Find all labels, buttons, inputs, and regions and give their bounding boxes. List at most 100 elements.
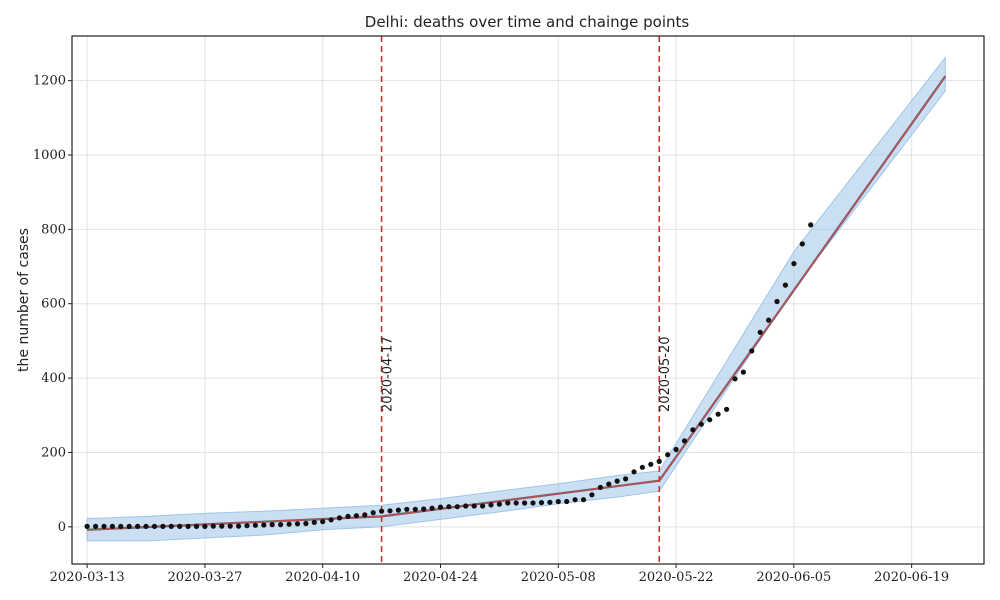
observed-point (135, 523, 141, 530)
changepoints: 2020-04-17 2020-05-20 (381, 36, 673, 564)
observed-point (126, 523, 132, 530)
observed-point (538, 500, 545, 506)
observed-point (572, 497, 578, 503)
changepoint-label: 2020-04-17 (381, 336, 396, 412)
observed-point (631, 469, 637, 475)
observed-point (732, 376, 738, 382)
observed-point (143, 523, 149, 530)
observed-point (320, 519, 326, 525)
observed-point (353, 513, 359, 519)
observed-point (362, 512, 368, 518)
observed-point (387, 508, 393, 514)
observed-point (286, 521, 292, 527)
observed-point (522, 500, 528, 506)
x-tick-label: 2020-04-24 (403, 570, 478, 585)
observed-point (370, 510, 376, 516)
observed-point (101, 523, 107, 530)
x-tick-label: 2020-05-22 (639, 570, 714, 585)
observed-point (421, 506, 427, 512)
observed-point (648, 461, 654, 467)
observed-point (471, 503, 477, 509)
observed-point (715, 411, 721, 417)
observed-point (808, 222, 814, 228)
observed-point (412, 506, 418, 512)
observed-point (665, 452, 671, 458)
observed-point (294, 521, 301, 527)
observed-point (379, 508, 385, 514)
y-tick-label: 600 (41, 297, 66, 312)
observed-point (84, 523, 90, 530)
forecast-line (87, 75, 947, 531)
observed-point (261, 522, 267, 528)
observed-point (555, 498, 561, 505)
observed-point (311, 519, 317, 526)
trend-line (87, 75, 946, 531)
observed-point (269, 522, 275, 528)
observed-point (454, 504, 460, 510)
trend-lines (87, 75, 947, 531)
observed-point (118, 523, 124, 530)
observed-point (757, 329, 763, 335)
observed-point (749, 348, 755, 354)
observed-point (791, 261, 797, 267)
observed-point (698, 421, 704, 427)
observed-point (345, 513, 351, 520)
observed-point (707, 417, 713, 423)
grid (72, 36, 984, 564)
observed-point (690, 427, 696, 433)
observed-point (614, 478, 620, 484)
observed-point (505, 500, 511, 506)
observed-point (673, 446, 679, 453)
observed-point (303, 520, 309, 527)
observed-point (404, 506, 410, 512)
observed-point (681, 438, 688, 444)
observed-point (227, 523, 233, 529)
observed-point (513, 500, 519, 506)
observed-point (328, 517, 334, 523)
y-tick-label: 0 (58, 520, 66, 535)
observed-point (395, 507, 401, 513)
y-tick-label: 200 (41, 445, 66, 460)
chart-title: Delhi: deaths over time and chainge poin… (365, 13, 690, 31)
observed-point (774, 298, 780, 305)
observed-points (84, 222, 814, 530)
observed-point (564, 498, 570, 505)
axes: 2020-03-13 2020-03-27 2020-04-10 2020-04-24… (33, 35, 985, 585)
observed-point (463, 503, 469, 509)
observed-point (429, 505, 435, 511)
observed-point (656, 458, 662, 464)
observed-point (336, 515, 343, 521)
x-tick-label: 2020-06-05 (756, 570, 831, 585)
observed-point (623, 476, 629, 482)
observed-point (437, 504, 444, 510)
observed-point (782, 282, 789, 288)
y-axis-label: the number of cases (16, 228, 32, 372)
x-tick-label: 2020-03-27 (167, 570, 242, 585)
observed-point (202, 523, 208, 530)
observed-point (219, 523, 225, 529)
observed-point (446, 504, 452, 510)
changepoint-label: 2020-05-20 (658, 336, 673, 412)
observed-point (278, 522, 284, 528)
observed-point (639, 464, 646, 470)
observed-point (93, 523, 99, 530)
observed-point (185, 523, 191, 530)
observed-point (530, 500, 536, 506)
observed-point (252, 522, 258, 528)
observed-point (589, 492, 595, 498)
observed-point (724, 406, 730, 412)
observed-point (480, 503, 486, 509)
observed-point (547, 499, 553, 505)
y-tick-label: 400 (41, 371, 66, 386)
observed-point (597, 484, 604, 490)
observed-point (244, 523, 250, 529)
observed-point (177, 523, 183, 530)
plot-frame (71, 35, 985, 565)
observed-point (193, 523, 200, 530)
x-tick-label: 2020-05-08 (521, 570, 596, 585)
observed-point (488, 502, 494, 508)
observed-point (160, 523, 166, 530)
forecast-band (86, 56, 946, 542)
